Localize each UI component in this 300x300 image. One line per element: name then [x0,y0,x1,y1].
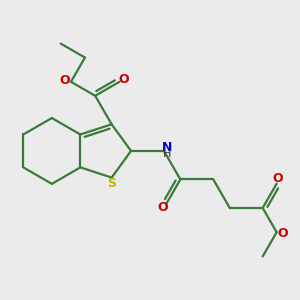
Text: S: S [107,177,116,190]
Text: O: O [278,227,288,240]
Text: O: O [157,201,168,214]
Text: O: O [60,74,70,87]
Text: N: N [162,141,172,154]
Text: O: O [118,73,129,85]
Text: O: O [273,172,283,185]
Text: H: H [163,149,171,159]
